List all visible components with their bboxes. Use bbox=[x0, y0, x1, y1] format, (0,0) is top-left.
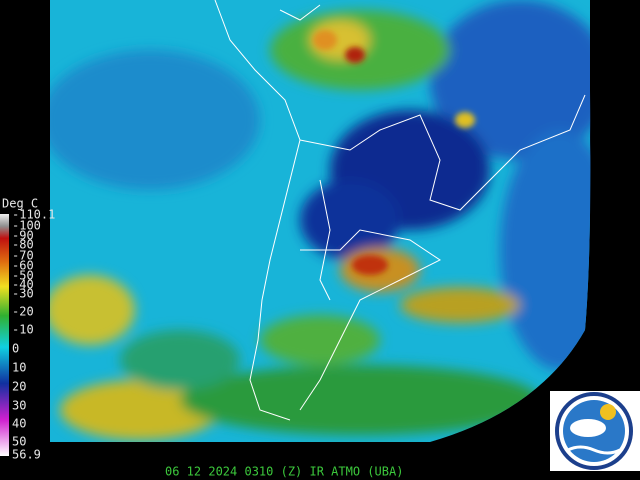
legend-label: 10 bbox=[12, 361, 26, 375]
legend-label: -30 bbox=[12, 287, 34, 301]
ir-image bbox=[50, 0, 591, 442]
legend-label: -70 bbox=[12, 249, 34, 263]
legend-label: -20 bbox=[12, 305, 34, 319]
legend-label: -110.1 bbox=[12, 208, 55, 222]
legend-label: 40 bbox=[12, 417, 26, 431]
legend-label: -90 bbox=[12, 229, 34, 243]
legend-label: -10 bbox=[12, 323, 34, 337]
caption: 06 12 2024 0310 (Z) IR ATMO (UBA) bbox=[165, 465, 403, 479]
legend-label: -80 bbox=[12, 238, 34, 252]
legend-label: -60 bbox=[12, 259, 34, 273]
legend-label: 30 bbox=[12, 399, 26, 413]
legend-label: -50 bbox=[12, 269, 34, 283]
color-bar bbox=[0, 214, 9, 456]
legend-label: 50 bbox=[12, 435, 26, 449]
legend-title: Deg C bbox=[2, 197, 38, 211]
legend-label: 20 bbox=[12, 380, 26, 394]
legend-label: -100 bbox=[12, 219, 41, 233]
legend-label: 56.9 bbox=[12, 448, 41, 462]
logo bbox=[550, 391, 640, 471]
legend-label: -40 bbox=[12, 278, 34, 292]
legend-label: 0 bbox=[12, 342, 19, 356]
